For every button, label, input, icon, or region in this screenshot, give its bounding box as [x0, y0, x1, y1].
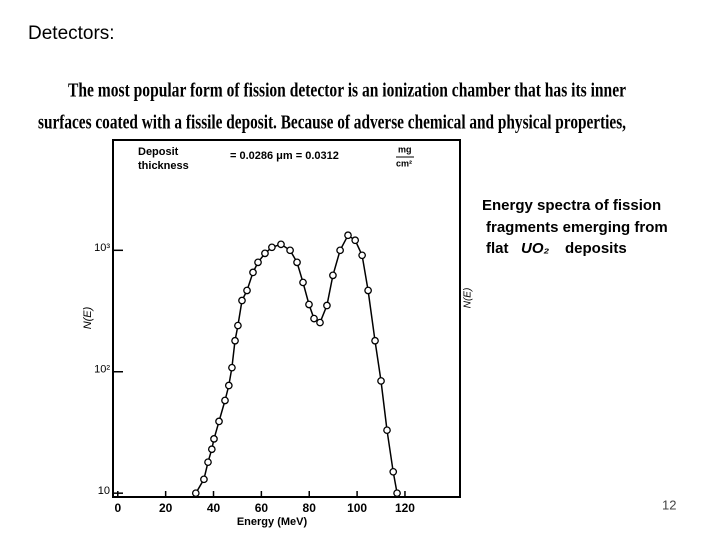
data-point	[249, 268, 257, 277]
x-tick-label: 40	[207, 501, 221, 515]
data-point	[393, 489, 401, 498]
x-tick-label: 120	[395, 501, 415, 515]
data-point	[268, 243, 276, 252]
data-point	[277, 240, 285, 249]
data-point	[191, 489, 200, 498]
plot-frame	[112, 139, 461, 498]
annotation: = 0.0286 μm = 0.0312	[230, 150, 339, 162]
annotation: cm²	[396, 158, 412, 168]
data-point	[200, 475, 208, 484]
y-axis-label: N(E)	[82, 306, 94, 329]
x-tick-label: 80	[303, 501, 317, 515]
y-tick-label: 10	[98, 485, 110, 497]
data-point	[344, 231, 352, 240]
data-point	[329, 271, 337, 280]
y-axis-label: N(E)	[463, 288, 474, 309]
x-tick-label: 0	[114, 501, 121, 515]
data-point	[358, 251, 366, 260]
annotation: thickness	[138, 160, 189, 172]
page-number: 12	[662, 497, 676, 512]
annotation: mg	[398, 144, 412, 154]
slide-title: Detectors:	[28, 23, 115, 44]
data-point	[238, 296, 246, 305]
data-point	[207, 445, 216, 454]
data-point	[316, 318, 324, 327]
data-point	[293, 258, 301, 267]
data-point	[310, 314, 318, 323]
data-point	[351, 236, 360, 245]
x-tick-label: 60	[255, 501, 269, 515]
data-point	[389, 467, 398, 476]
data-point	[210, 435, 218, 443]
data-point	[286, 246, 294, 255]
data-line	[195, 234, 398, 494]
scanned-text: surfaces coated with a fissile deposit. …	[38, 112, 626, 134]
caption-text: flat	[486, 240, 509, 257]
caption-line: fragments emerging from	[486, 219, 668, 236]
data-point	[231, 336, 239, 345]
data-point	[336, 246, 344, 255]
data-point	[371, 336, 379, 345]
data-point	[243, 286, 251, 295]
data-point	[224, 381, 233, 390]
x-tick-label: 100	[347, 501, 367, 515]
data-point	[383, 426, 391, 435]
data-point	[204, 458, 212, 467]
data-point	[299, 278, 307, 287]
x-tick-label: 20	[159, 501, 173, 515]
data-point	[215, 417, 223, 426]
data-point	[323, 301, 331, 310]
data-point	[254, 258, 262, 267]
caption-line: Energy spectra of fission	[482, 197, 661, 214]
y-tick-label: 10³	[94, 242, 110, 254]
data-point	[228, 363, 236, 372]
caption-text: deposits	[565, 240, 627, 257]
data-point	[305, 300, 313, 309]
annotation: Deposit	[138, 146, 179, 158]
data-point	[221, 396, 229, 405]
scanned-text: The most popular form of fission detecto…	[68, 80, 626, 102]
caption-formula: UO₂	[521, 240, 550, 257]
data-point	[364, 286, 372, 295]
data-point	[377, 377, 385, 385]
data-point	[234, 321, 242, 330]
x-axis-label: Energy (MeV)	[237, 516, 308, 528]
data-point	[261, 249, 269, 258]
y-tick-label: 10²	[94, 364, 110, 376]
